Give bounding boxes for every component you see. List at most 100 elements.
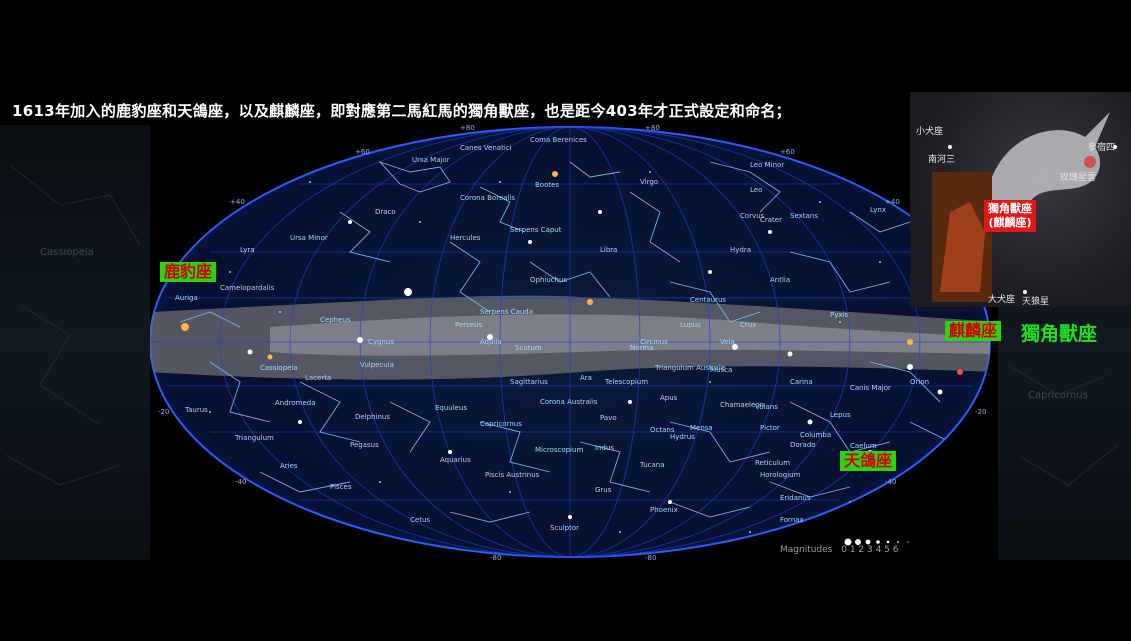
constellation-label: Telescopium: [604, 378, 648, 386]
constellation-label: Musca: [710, 366, 732, 374]
inset-label-rosette: 玫瑰星雲: [1060, 173, 1097, 183]
caption-text: 1613年加入的鹿豹座和天鴿座，以及麒麟座，即對應第二馬紅馬的獨角獸座，也是距今…: [12, 102, 791, 120]
constellation-label: Tucana: [639, 461, 665, 469]
constellation-label: Canes Venatici: [460, 144, 512, 152]
grid-label-minus40-left: -40: [235, 478, 246, 486]
constellation-label: Orion: [910, 378, 929, 386]
constellation-label: Pavo: [600, 414, 617, 422]
constellation-label: Hercules: [450, 234, 481, 242]
constellation-label: Serpens Caput: [510, 226, 562, 234]
constellation-label: Cetus: [410, 516, 430, 524]
rosette-nebula: [1084, 156, 1096, 168]
constellation-label: Ursa Major: [412, 156, 450, 164]
constellation-label: Aries: [280, 462, 298, 470]
constellation-label: Chamaeleon: [720, 401, 764, 409]
tag-camelopardalis: 鹿豹座: [160, 262, 217, 282]
colored-stars: [181, 171, 913, 360]
grid-label-minus20-left: -20: [158, 408, 169, 416]
constellation-label: Crux: [740, 321, 756, 329]
grid-label-plus40-right: +40: [885, 198, 900, 206]
constellation-label: Ophiuchus: [530, 276, 567, 284]
inset-badge-line1: 獨角獸座: [988, 202, 1032, 215]
constellation-label: Phoenix: [650, 506, 678, 514]
grid-label-plus60-right: +60: [780, 148, 795, 156]
constellation-label: Equuleus: [435, 404, 467, 412]
constellation-label: Hydra: [730, 246, 751, 254]
sky-map: +80 +80 +60 +60 +40 +40 -20 -20 -40 -40 …: [150, 124, 991, 562]
grid-label-minus40-right: -40: [885, 478, 896, 486]
inset-label-canis-major: 大犬座: [988, 295, 1016, 305]
constellation-label: Draco: [375, 208, 396, 216]
constellation-label: Cassiopeia: [260, 364, 298, 372]
constellation-label: Circinus: [640, 338, 668, 346]
constellation-label: Cepheus: [320, 316, 351, 324]
left-faint-lines: [4, 164, 141, 486]
constellation-label: Centaurus: [690, 296, 726, 304]
tag-unicorn: 獨角獸座: [1021, 323, 1098, 345]
constellation-label: Caelum: [850, 442, 877, 450]
constellation-label: Reticulum: [755, 459, 790, 467]
constellation-label: Bootes: [535, 181, 559, 189]
constellation-label: Pegasus: [350, 441, 379, 449]
tag-monoceros: 麒麟座: [945, 321, 1002, 341]
magnitude-label: Magnitudes: [780, 545, 833, 555]
constellation-label: Coma Berenices: [530, 136, 587, 144]
magnitude-legend: Magnitudes 0 1 2 3 4 5 6: [780, 545, 899, 555]
constellation-lines: [179, 161, 971, 523]
constellation-label: Auriga: [175, 294, 198, 302]
constellation-label: Vulpecula: [360, 361, 394, 369]
constellation-label: Pyxis: [830, 311, 848, 319]
constellation-label: Hydrus: [670, 433, 695, 441]
inset-label-canis-minor: 小犬座: [916, 127, 944, 137]
constellation-label: Fornax: [780, 516, 804, 524]
grid-labels: +80 +80 +60 +60 +40 +40 -20 -20 -40 -40 …: [158, 124, 986, 562]
tag-columba: 天鴿座: [840, 451, 897, 471]
constellation-label: Delphinus: [355, 413, 390, 421]
constellation-label: Perseus: [455, 321, 483, 329]
constellation-label: Columba: [800, 431, 831, 439]
constellation-label: Indus: [595, 444, 614, 452]
milky-way-core: [270, 314, 990, 356]
constellation-label: Horologium: [760, 471, 801, 479]
unicorn-inset-image: 小犬座 南河三 參宿四 玫瑰星雲 大犬座 天狼星: [910, 92, 1131, 307]
constellation-label: Vela: [720, 338, 735, 346]
magnitude-dots: [844, 538, 909, 546]
constellation-label: Sagittarius: [510, 378, 548, 386]
constellation-label: Capricornus: [480, 420, 522, 428]
grid-label-bottom-2: -80: [645, 554, 656, 562]
unicorn-figure: [989, 112, 1110, 217]
grid-label-plus60-left: +60: [355, 148, 370, 156]
faint-constellation-right: Capricornus: [1028, 390, 1088, 401]
constellation-label: Serpens Cauda: [480, 308, 533, 316]
constellation-label: Sextans: [790, 212, 818, 220]
constellation-label: Corvus: [740, 212, 765, 220]
constellation-label: Lyra: [240, 246, 255, 254]
constellation-label: Leo: [750, 186, 762, 194]
constellation-label: Ara: [580, 374, 592, 382]
constellation-label: Apus: [660, 394, 678, 402]
constellation-label: Aquila: [480, 338, 502, 346]
constellation-label: Mensa: [690, 424, 713, 432]
constellation-label: Canis Major: [850, 384, 891, 392]
constellation-label: Sculptor: [550, 524, 579, 532]
constellation-label: Lupus: [680, 321, 701, 329]
constellation-label: Lynx: [870, 206, 886, 214]
right-faint-lines: [1007, 364, 1119, 486]
faint-constellation-left: Cassiopeia: [40, 247, 94, 258]
constellation-label: Grus: [595, 486, 612, 494]
magnitude-scale: 0 1 2 3 4 5 6: [841, 545, 899, 555]
constellation-label: Taurus: [184, 406, 208, 414]
inset-badge-monoceros: 獨角獸座 (麒麟座): [984, 200, 1036, 232]
constellation-label: Microscopium: [535, 446, 583, 454]
constellation-label: Virgo: [640, 178, 658, 186]
grid-label-minus20-right: -20: [975, 408, 986, 416]
constellation-label: Scutum: [515, 344, 542, 352]
constellation-label: Eridanus: [780, 494, 811, 502]
constellation-label: Camelopardalis: [220, 284, 275, 292]
grid-label-top-1: +80: [460, 124, 475, 132]
constellation-label: Leo Minor: [750, 161, 784, 169]
constellation-label: Lepus: [830, 411, 851, 419]
constellation-label: Ursa Minor: [290, 234, 328, 242]
constellation-label: Triangulum Australe: [654, 364, 725, 372]
